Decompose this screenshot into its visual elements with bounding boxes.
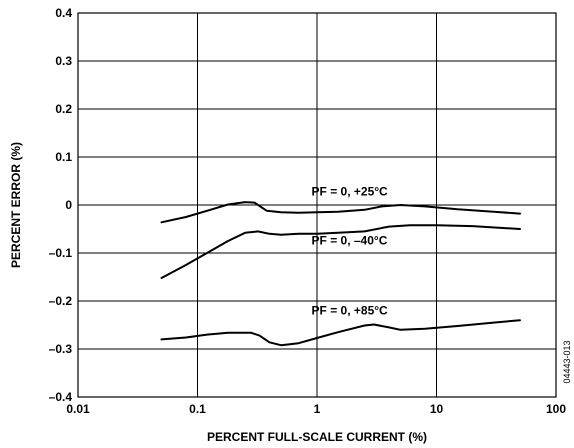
y-tick-label: 0.3 xyxy=(55,54,72,68)
x-tick-label: 10 xyxy=(430,402,444,416)
series-line-1 xyxy=(160,201,521,224)
plot-frame xyxy=(77,12,557,398)
x-tick-label: 0.01 xyxy=(66,402,90,416)
series-annotation: PF = 0, +25°C xyxy=(312,184,389,198)
x-tick-labels: 0.01 0.1 1 10 100 xyxy=(66,402,566,416)
y-tick-label: 0.4 xyxy=(55,6,72,20)
figure-code: 04443-013 xyxy=(562,340,572,383)
x-axis-label: PERCENT FULL-SCALE CURRENT (%) xyxy=(207,430,427,444)
y-tick-label: 0.2 xyxy=(55,102,72,116)
grid-lines xyxy=(77,12,557,398)
x-tick-label: 1 xyxy=(314,402,321,416)
series-annotation: PF = 0, +85°C xyxy=(312,303,389,317)
y-tick-label: –0.3 xyxy=(49,342,73,356)
series-line-3 xyxy=(160,319,521,347)
y-tick-labels: 0.4 0.3 0.2 0.1 0 –0.1 –0.2 –0.3 –0.4 xyxy=(49,6,73,404)
x-tick-label: 0.1 xyxy=(189,402,206,416)
series-line-2 xyxy=(160,224,521,279)
y-tick-label: –0.2 xyxy=(49,294,73,308)
x-tick-label: 100 xyxy=(546,402,566,416)
series-annotation: PF = 0, –40°C xyxy=(312,233,388,247)
y-tick-label: –0.1 xyxy=(49,246,73,260)
y-axis-label: PERCENT ERROR (%) xyxy=(9,142,23,268)
series-annotations: PF = 0, +25°C PF = 0, –40°C PF = 0, +85°C xyxy=(312,184,389,317)
y-tick-label: 0 xyxy=(65,198,72,212)
y-tick-label: 0.1 xyxy=(55,150,72,164)
y-tick-label: –0.4 xyxy=(49,390,73,404)
series-lines xyxy=(160,201,521,347)
